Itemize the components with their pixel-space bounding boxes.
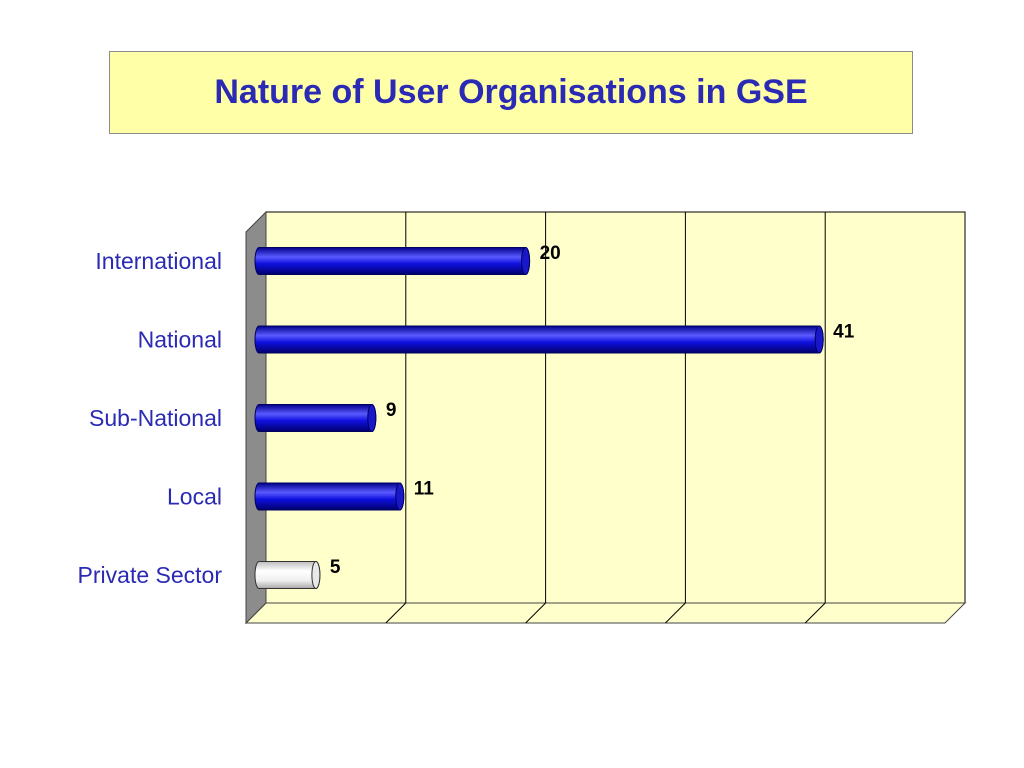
gridline-floor xyxy=(385,602,407,624)
bar-end-cap xyxy=(311,561,321,589)
value-label: 9 xyxy=(386,400,397,421)
bar-private-sector xyxy=(254,561,321,589)
bar-national xyxy=(254,325,824,354)
bar-end-cap xyxy=(521,247,531,275)
category-label: International xyxy=(95,248,222,274)
value-label: 5 xyxy=(330,557,341,578)
bar-local xyxy=(254,482,405,511)
bar-sub-national xyxy=(254,404,377,432)
category-label: Sub-National xyxy=(89,405,222,431)
value-label: 11 xyxy=(414,479,435,500)
title-box: Nature of User Organisations in GSE xyxy=(109,51,913,134)
bar-end-cap xyxy=(395,482,405,511)
category-label: National xyxy=(138,327,222,353)
value-label: 20 xyxy=(540,243,561,264)
gridline-floor xyxy=(804,602,826,624)
bar-end-cap xyxy=(814,325,824,354)
value-label: 41 xyxy=(833,322,855,343)
plot-floor xyxy=(244,602,967,624)
category-label: Local xyxy=(167,484,222,510)
bar-end-cap xyxy=(367,404,377,432)
gridline-floor xyxy=(665,602,686,624)
bar-international xyxy=(254,247,531,275)
chart-title: Nature of User Organisations in GSE xyxy=(214,73,808,111)
category-label: Private Sector xyxy=(78,562,223,588)
plot-back-wall xyxy=(265,211,966,604)
gridline-floor xyxy=(525,602,546,624)
